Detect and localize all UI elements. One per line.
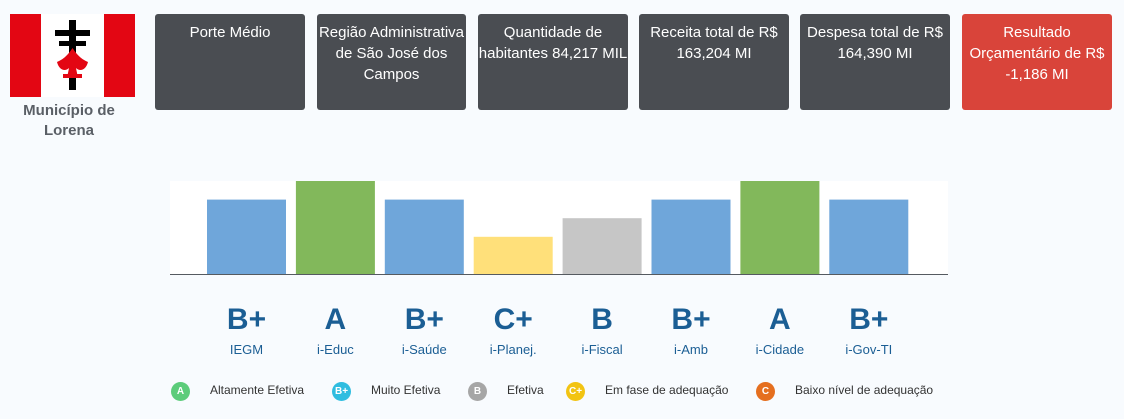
card-resultado: Resultado Orçamentário de R$ -1,186 MI (962, 14, 1112, 110)
bar-iegm (207, 199, 286, 274)
grade-i-amb: B+ (671, 303, 711, 336)
card-regiao: Região Administrativa de São José dos Ca… (317, 14, 466, 110)
municipio-flag (10, 14, 135, 97)
bar-i-gov-ti (829, 199, 909, 274)
grade-i-cidade: A (769, 303, 791, 336)
legend-badge-icon: C+ (566, 382, 585, 401)
grade-iegm: B+ (226, 303, 267, 336)
index-label-i-educ: i-Educ (316, 342, 354, 357)
card-receita: Receita total de R$ 163,204 MI (639, 14, 789, 110)
index-label-i-amb: i-Amb (674, 342, 708, 357)
bar-i-educ (295, 181, 375, 274)
index-label-iegm: IEGM (229, 342, 264, 357)
card-habitantes: Quantidade de habitantes 84,217 MIL (478, 14, 628, 110)
bar-i-planej- (473, 236, 553, 274)
index-label-i-sa-de: i-Saúde (401, 342, 447, 357)
grade-i-planej-: C+ (493, 303, 533, 336)
legend-badge-icon: C (756, 382, 775, 401)
bar-i-amb (651, 199, 731, 274)
bar-i-sa-de (384, 199, 464, 274)
legend-label: Baixo nível de adequação (795, 383, 934, 397)
index-label-i-fiscal: i-Fiscal (581, 342, 623, 357)
card-porte: Porte Médio (155, 14, 305, 110)
grade-i-educ: A (324, 303, 347, 336)
legend-badge-icon: A (171, 382, 190, 401)
grade-i-gov-ti: B+ (849, 303, 889, 336)
index-label-i-gov-ti: i-Gov-TI (845, 342, 893, 357)
legend-label: Efetiva (507, 383, 544, 397)
legend-label: Altamente Efetiva (210, 383, 305, 397)
index-label-i-cidade: i-Cidade (755, 342, 805, 357)
legend-label: Muito Efetiva (371, 383, 441, 397)
card-despesa: Despesa total de R$ 164,390 MI (800, 14, 950, 110)
legend-badge-icon: B+ (332, 382, 351, 401)
fleur-de-lis-cross-icon (55, 20, 90, 90)
municipio-name: Município de Lorena (23, 102, 115, 139)
legend-label: Em fase de adequação (605, 383, 729, 397)
bar-i-fiscal (562, 218, 642, 274)
grade-i-fiscal: B (591, 303, 613, 336)
legend-badge-icon: B (468, 382, 487, 401)
grade-i-sa-de: B+ (404, 303, 444, 336)
index-label-i-planej-: i-Planej. (489, 342, 537, 357)
bar-i-cidade (740, 181, 820, 274)
